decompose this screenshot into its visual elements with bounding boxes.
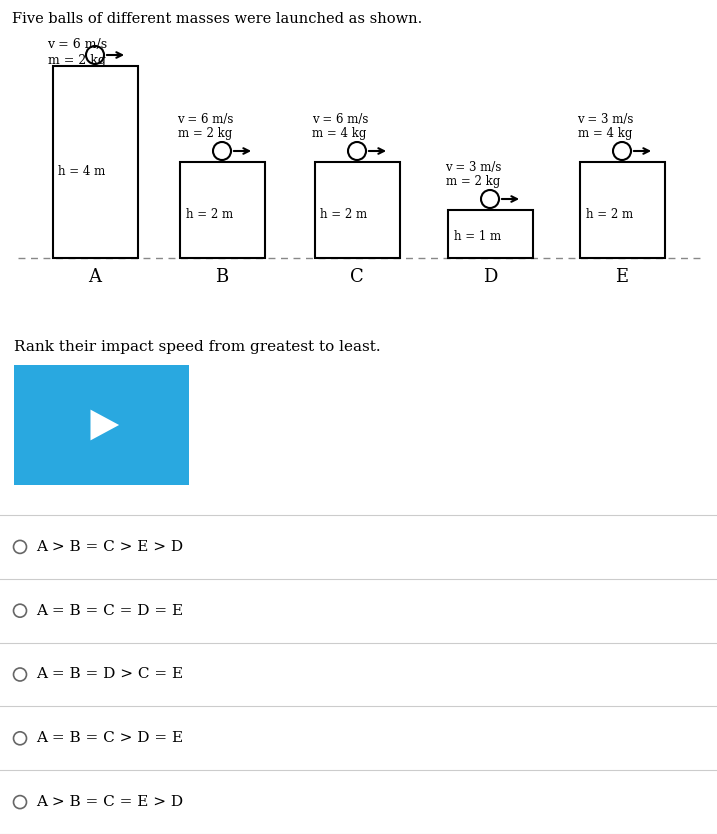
Circle shape	[14, 540, 27, 554]
Circle shape	[213, 142, 231, 160]
Text: m = 2 kg: m = 2 kg	[445, 175, 500, 188]
Bar	[579, 162, 665, 258]
Text: E: E	[615, 268, 629, 286]
Text: A = B = C > D = E: A = B = C > D = E	[36, 731, 183, 746]
Text: A > B = C > E > D: A > B = C > E > D	[36, 540, 183, 554]
Circle shape	[481, 190, 499, 208]
Bar	[447, 210, 533, 258]
Text: v = 6 m/s: v = 6 m/s	[178, 113, 234, 126]
Text: h = 4 m: h = 4 m	[59, 165, 105, 178]
Text: m = 2 kg: m = 2 kg	[178, 127, 232, 140]
Text: v = 3 m/s: v = 3 m/s	[445, 161, 502, 174]
Text: A > B = C = E > D: A > B = C = E > D	[36, 795, 183, 809]
Bar	[14, 365, 189, 485]
Text: D: D	[483, 268, 497, 286]
Bar	[179, 162, 265, 258]
Circle shape	[14, 668, 27, 681]
Text: Rank their impact speed from greatest to least.: Rank their impact speed from greatest to…	[14, 340, 381, 354]
Text: A = B = D > C = E: A = B = D > C = E	[36, 667, 183, 681]
Text: h = 2 m: h = 2 m	[320, 208, 368, 221]
Circle shape	[14, 796, 27, 809]
Text: m = 4 kg: m = 4 kg	[577, 127, 632, 140]
Text: h = 1 m: h = 1 m	[453, 230, 500, 243]
Polygon shape	[90, 409, 119, 440]
Text: C: C	[350, 268, 364, 286]
Text: m = 2 kg: m = 2 kg	[47, 54, 105, 67]
Bar	[52, 66, 138, 258]
Text: h = 2 m: h = 2 m	[186, 208, 232, 221]
Text: v = 6 m/s: v = 6 m/s	[47, 38, 108, 51]
Circle shape	[86, 46, 104, 64]
Circle shape	[613, 142, 631, 160]
Text: B: B	[215, 268, 229, 286]
Text: h = 2 m: h = 2 m	[586, 208, 632, 221]
Circle shape	[14, 604, 27, 617]
Text: v = 6 m/s: v = 6 m/s	[313, 113, 369, 126]
Circle shape	[348, 142, 366, 160]
Text: v = 3 m/s: v = 3 m/s	[577, 113, 634, 126]
Text: Five balls of different masses were launched as shown.: Five balls of different masses were laun…	[12, 12, 422, 26]
Circle shape	[14, 731, 27, 745]
Text: A: A	[88, 268, 102, 286]
Text: A = B = C = D = E: A = B = C = D = E	[36, 604, 183, 618]
Text: m = 4 kg: m = 4 kg	[313, 127, 367, 140]
Bar	[315, 162, 399, 258]
